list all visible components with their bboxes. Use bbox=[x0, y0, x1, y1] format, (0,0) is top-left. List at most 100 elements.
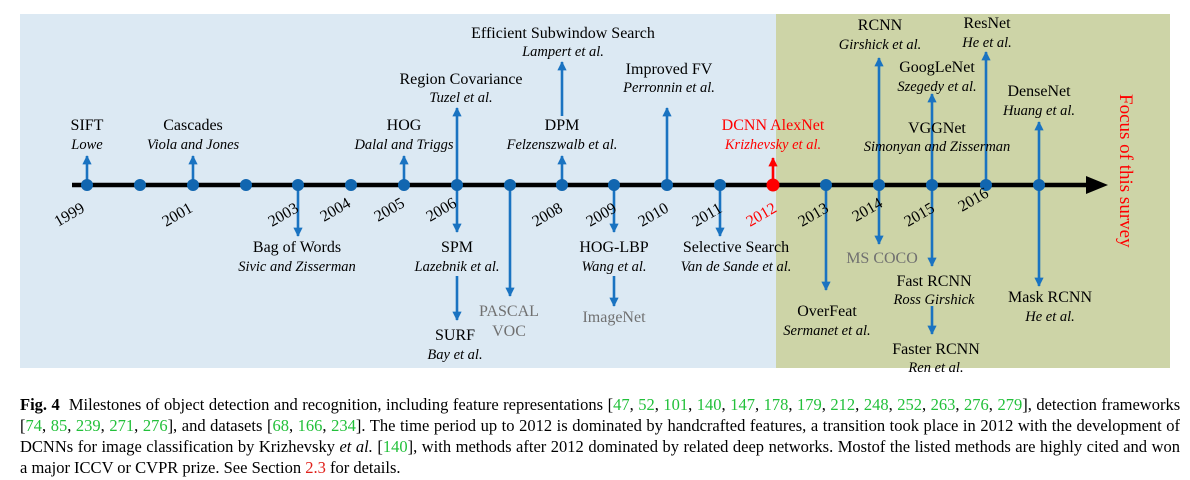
timeline-diagram: 1999 2001 2003 2004 2005 2006 2008 2009 … bbox=[20, 14, 1170, 376]
svg-text:Szegedy et al.: Szegedy et al. bbox=[897, 79, 976, 95]
year-marker bbox=[873, 179, 885, 191]
svg-text:Mask RCNN: Mask RCNN bbox=[1008, 289, 1092, 306]
citation-link[interactable]: 279 bbox=[997, 395, 1023, 414]
milestone-densenet: DenseNet Huang et al. bbox=[1002, 83, 1075, 119]
svg-text:Tuzel et al.: Tuzel et al. bbox=[429, 90, 492, 106]
milestone-hog-lbp: HOG-LBP Wang et al. bbox=[579, 239, 648, 275]
milestone-dpm: DPM Felzenszwalb et al. bbox=[506, 117, 618, 153]
milestone-figure: 1999 2001 2003 2004 2005 2006 2008 2009 … bbox=[20, 14, 1170, 376]
svg-text:RCNN: RCNN bbox=[858, 17, 903, 34]
svg-text:Fast RCNN: Fast RCNN bbox=[896, 273, 972, 290]
caption-etal: et al. bbox=[339, 437, 373, 456]
milestone-selective-search: Selective Search Van de Sande et al. bbox=[681, 239, 792, 275]
milestone-region-covariance: Region Covariance Tuzel et al. bbox=[399, 71, 522, 106]
year-marker bbox=[292, 179, 304, 191]
year-marker bbox=[398, 179, 410, 191]
svg-text:Efficient Subwindow Search: Efficient Subwindow Search bbox=[471, 25, 655, 42]
citation-link[interactable]: 252 bbox=[897, 395, 922, 414]
citation-link[interactable]: 234 bbox=[331, 416, 356, 435]
svg-text:ResNet: ResNet bbox=[963, 15, 1011, 32]
section-link[interactable]: 2.3 bbox=[305, 458, 326, 477]
caption-text: Milestones of object detection and recog… bbox=[68, 395, 614, 414]
year-marker bbox=[504, 179, 516, 191]
svg-text:Improved FV: Improved FV bbox=[626, 61, 713, 78]
svg-text:Region Covariance: Region Covariance bbox=[399, 71, 522, 88]
svg-text:Girshick et al.: Girshick et al. bbox=[839, 37, 922, 53]
svg-text:Felzenszwalb et al.: Felzenszwalb et al. bbox=[506, 137, 618, 153]
citation-link[interactable]: 101 bbox=[663, 395, 689, 414]
citation-link[interactable]: 212 bbox=[830, 395, 856, 414]
svg-text:HOG: HOG bbox=[387, 117, 422, 134]
caption-text: ], and datasets [ bbox=[167, 416, 273, 435]
figure-label: Fig. 4 bbox=[20, 395, 60, 414]
milestone-bag-of-words: Bag of Words Sivic and Zisserman bbox=[238, 239, 356, 275]
milestone-improved-fv: Improved FV Perronnin et al. bbox=[622, 61, 715, 96]
year-marker-2012 bbox=[766, 178, 780, 192]
svg-text:Wang et al.: Wang et al. bbox=[581, 259, 646, 275]
focus-label: Focus of this survey bbox=[1115, 94, 1136, 248]
citation-link[interactable]: 68 bbox=[272, 416, 289, 435]
svg-text:PASCAL: PASCAL bbox=[479, 303, 539, 320]
citation-link[interactable]: 74 bbox=[25, 416, 43, 435]
milestone-sift: SIFT Lowe bbox=[70, 117, 103, 153]
citation-link[interactable]: 140 bbox=[696, 395, 722, 414]
caption-text: ]. The time period up to 2012 is dominat… bbox=[20, 416, 1181, 456]
citation-link[interactable]: 276 bbox=[142, 416, 168, 435]
svg-text:VGGNet: VGGNet bbox=[908, 120, 966, 137]
citation-link[interactable]: 178 bbox=[763, 395, 789, 414]
milestone-cascades: Cascades Viola and Jones bbox=[147, 117, 240, 153]
year-marker bbox=[820, 179, 832, 191]
milestone-faster-rcnn: Faster RCNN Ren et al. bbox=[892, 341, 980, 376]
caption-text: [ bbox=[372, 437, 383, 456]
year-marker bbox=[187, 179, 199, 191]
svg-text:Huang et al.: Huang et al. bbox=[1002, 103, 1075, 119]
dataset-pascal-voc: PASCAL VOC bbox=[479, 303, 539, 340]
svg-text:SPM: SPM bbox=[441, 239, 473, 256]
handcrafted-era-panel bbox=[20, 14, 776, 368]
citation-link[interactable]: 276 bbox=[964, 395, 989, 414]
svg-text:Lampert et al.: Lampert et al. bbox=[521, 44, 604, 60]
milestone-dcnn-alexnet: DCNN AlexNet Krizhevsky et al. bbox=[722, 117, 825, 153]
deep-era-panel bbox=[776, 14, 1170, 368]
citation-link[interactable]: 271 bbox=[109, 416, 135, 435]
citation-link[interactable]: 140 bbox=[382, 437, 408, 456]
svg-text:Ren et al.: Ren et al. bbox=[907, 360, 963, 376]
svg-text:Lowe: Lowe bbox=[70, 137, 103, 153]
citation-link[interactable]: 85 bbox=[50, 416, 68, 435]
year-marker bbox=[980, 179, 992, 191]
year-marker bbox=[926, 179, 938, 191]
citation-link[interactable]: 239 bbox=[75, 416, 101, 435]
milestone-spm: SPM Lazebnik et al. bbox=[414, 239, 500, 275]
citation-link[interactable]: 47 bbox=[613, 395, 630, 414]
milestone-vggnet: VGGNet Simonyan and Zisserman bbox=[864, 120, 1011, 155]
svg-text:He et al.: He et al. bbox=[1024, 309, 1075, 325]
citation-link[interactable]: 166 bbox=[297, 416, 323, 435]
svg-text:Lazebnik et al.: Lazebnik et al. bbox=[414, 259, 500, 275]
figure-caption: Fig. 4 Milestones of object detection an… bbox=[20, 395, 1181, 477]
milestone-fast-rcnn: Fast RCNN Ross Girshick bbox=[893, 273, 976, 308]
caption-text: ], with methods after 2012 dominated by … bbox=[20, 437, 1180, 477]
svg-text:Perronnin et al.: Perronnin et al. bbox=[622, 80, 715, 96]
citation-link[interactable]: 52 bbox=[638, 395, 655, 414]
year-marker bbox=[1033, 179, 1045, 191]
svg-text:GoogLeNet: GoogLeNet bbox=[899, 59, 975, 76]
citation-link[interactable]: 179 bbox=[797, 395, 822, 414]
milestone-mask-rcnn: Mask RCNN He et al. bbox=[1008, 289, 1092, 325]
svg-text:HOG-LBP: HOG-LBP bbox=[579, 239, 648, 256]
year-marker bbox=[556, 179, 568, 191]
svg-text:Dalal and Triggs: Dalal and Triggs bbox=[353, 137, 453, 153]
citation-link[interactable]: 147 bbox=[730, 395, 755, 414]
citation-link[interactable]: 248 bbox=[863, 395, 889, 414]
svg-text:Sermanet et al.: Sermanet et al. bbox=[783, 323, 870, 339]
year-marker bbox=[81, 179, 93, 191]
svg-text:Bag of Words: Bag of Words bbox=[253, 239, 341, 256]
citation-link[interactable]: 263 bbox=[930, 395, 956, 414]
svg-text:Ross Girshick: Ross Girshick bbox=[893, 292, 976, 308]
svg-text:OverFeat: OverFeat bbox=[797, 303, 857, 320]
milestone-efficient-subwindow-search: Efficient Subwindow Search Lampert et al… bbox=[471, 25, 655, 60]
svg-text:Sivic and Zisserman: Sivic and Zisserman bbox=[238, 259, 356, 275]
year-marker bbox=[134, 179, 146, 191]
svg-text:Cascades: Cascades bbox=[163, 117, 223, 134]
svg-text:Van de Sande et al.: Van de Sande et al. bbox=[681, 259, 792, 275]
svg-text:SURF: SURF bbox=[435, 327, 475, 344]
